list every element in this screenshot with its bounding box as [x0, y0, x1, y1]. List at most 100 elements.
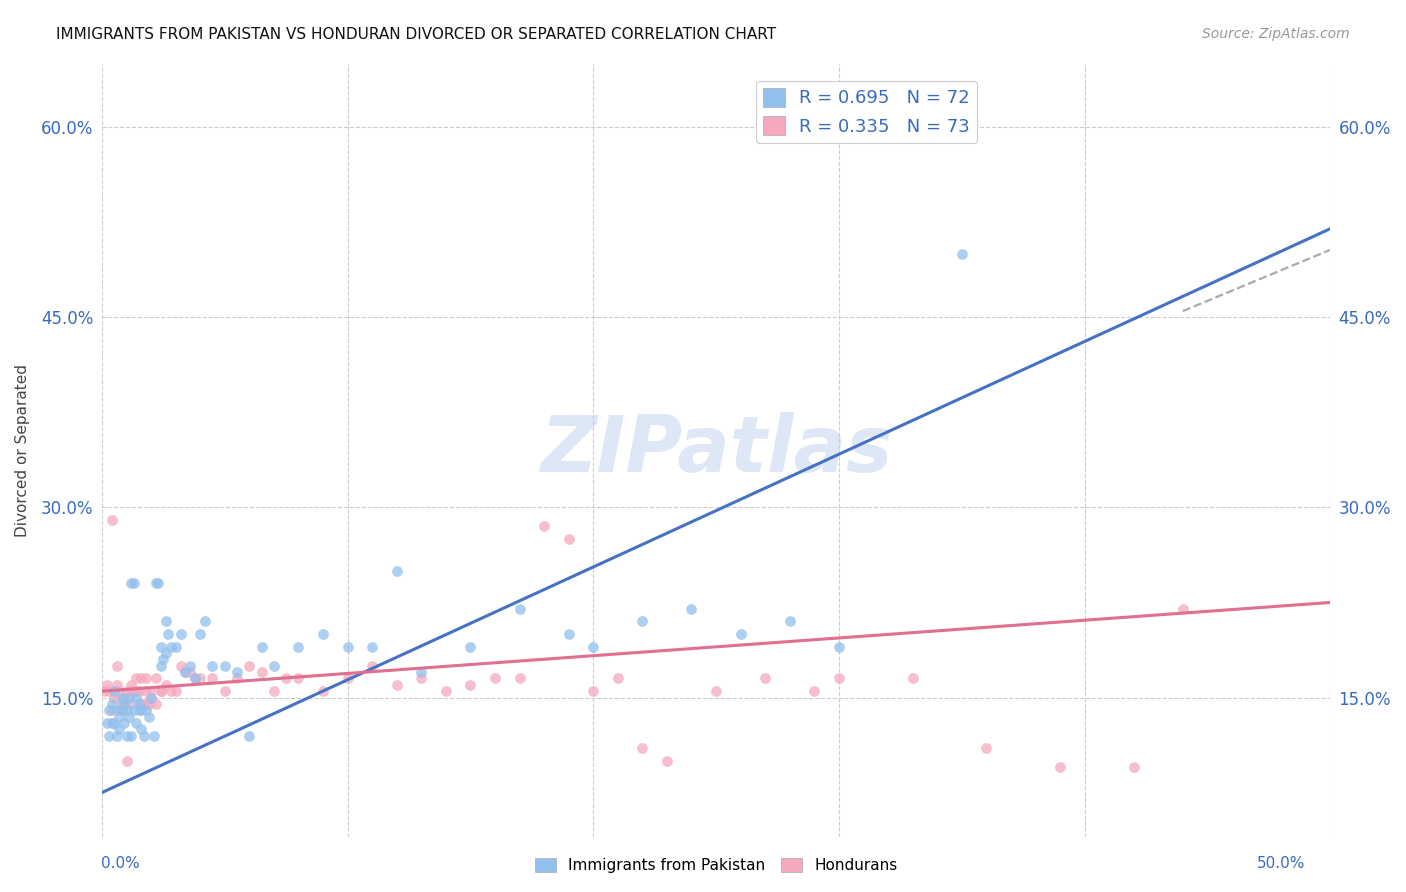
- Point: [118, 697, 141, 711]
- Point: [105, 658, 128, 673]
- Point: [120, 729, 142, 743]
- Point: [336, 672, 359, 686]
- Point: [276, 672, 298, 686]
- Point: [93, 684, 115, 698]
- Point: [165, 640, 187, 654]
- Point: [138, 697, 160, 711]
- Point: [122, 576, 145, 591]
- Point: [115, 703, 138, 717]
- Point: [155, 646, 177, 660]
- Point: [214, 684, 236, 698]
- Point: [110, 690, 132, 705]
- Point: [142, 729, 165, 743]
- Point: [122, 684, 145, 698]
- Point: [103, 715, 125, 730]
- Point: [582, 684, 605, 698]
- Point: [110, 703, 132, 717]
- Point: [361, 640, 384, 654]
- Point: [509, 602, 531, 616]
- Point: [129, 697, 152, 711]
- Point: [169, 658, 191, 673]
- Point: [214, 658, 236, 673]
- Point: [115, 729, 138, 743]
- Text: 0.0%: 0.0%: [101, 856, 141, 871]
- Point: [112, 697, 135, 711]
- Point: [120, 678, 142, 692]
- Point: [184, 672, 207, 686]
- Point: [1049, 760, 1071, 774]
- Point: [460, 678, 482, 692]
- Point: [145, 576, 167, 591]
- Point: [803, 684, 825, 698]
- Point: [188, 627, 211, 641]
- Point: [174, 665, 197, 680]
- Point: [165, 684, 187, 698]
- Point: [135, 672, 157, 686]
- Point: [655, 754, 678, 768]
- Point: [100, 513, 122, 527]
- Point: [557, 627, 579, 641]
- Point: [201, 658, 224, 673]
- Point: [411, 672, 433, 686]
- Point: [149, 658, 172, 673]
- Point: [105, 729, 128, 743]
- Point: [128, 684, 150, 698]
- Point: [730, 627, 752, 641]
- Point: [411, 665, 433, 680]
- Point: [312, 684, 335, 698]
- Point: [155, 678, 177, 692]
- Point: [155, 615, 177, 629]
- Point: [152, 652, 174, 666]
- Text: 50.0%: 50.0%: [1257, 856, 1305, 871]
- Point: [188, 672, 211, 686]
- Point: [194, 615, 217, 629]
- Point: [533, 519, 555, 533]
- Point: [582, 640, 605, 654]
- Point: [112, 690, 135, 705]
- Point: [129, 722, 152, 736]
- Point: [135, 703, 157, 717]
- Point: [460, 640, 482, 654]
- Point: [179, 665, 201, 680]
- Point: [779, 615, 801, 629]
- Point: [100, 703, 122, 717]
- Point: [828, 640, 851, 654]
- Point: [100, 697, 122, 711]
- Point: [557, 532, 579, 546]
- Point: [139, 690, 162, 705]
- Text: ZIPatlas: ZIPatlas: [540, 412, 893, 489]
- Point: [250, 640, 273, 654]
- Point: [120, 684, 142, 698]
- Point: [250, 665, 273, 680]
- Point: [118, 690, 141, 705]
- Point: [226, 672, 249, 686]
- Point: [125, 684, 148, 698]
- Point: [105, 703, 128, 717]
- Point: [149, 684, 172, 698]
- Point: [159, 684, 181, 698]
- Point: [484, 672, 506, 686]
- Point: [312, 627, 335, 641]
- Point: [108, 684, 131, 698]
- Point: [179, 658, 201, 673]
- Point: [434, 684, 457, 698]
- Point: [103, 684, 125, 698]
- Point: [149, 640, 172, 654]
- Point: [169, 627, 191, 641]
- Point: [125, 690, 148, 705]
- Point: [828, 672, 851, 686]
- Point: [129, 672, 152, 686]
- Point: [110, 703, 132, 717]
- Point: [98, 729, 121, 743]
- Point: [754, 672, 776, 686]
- Point: [98, 703, 121, 717]
- Point: [184, 672, 207, 686]
- Point: [118, 709, 141, 723]
- Point: [128, 703, 150, 717]
- Point: [238, 729, 260, 743]
- Point: [100, 715, 122, 730]
- Point: [1171, 602, 1194, 616]
- Point: [103, 690, 125, 705]
- Point: [263, 658, 285, 673]
- Point: [287, 640, 309, 654]
